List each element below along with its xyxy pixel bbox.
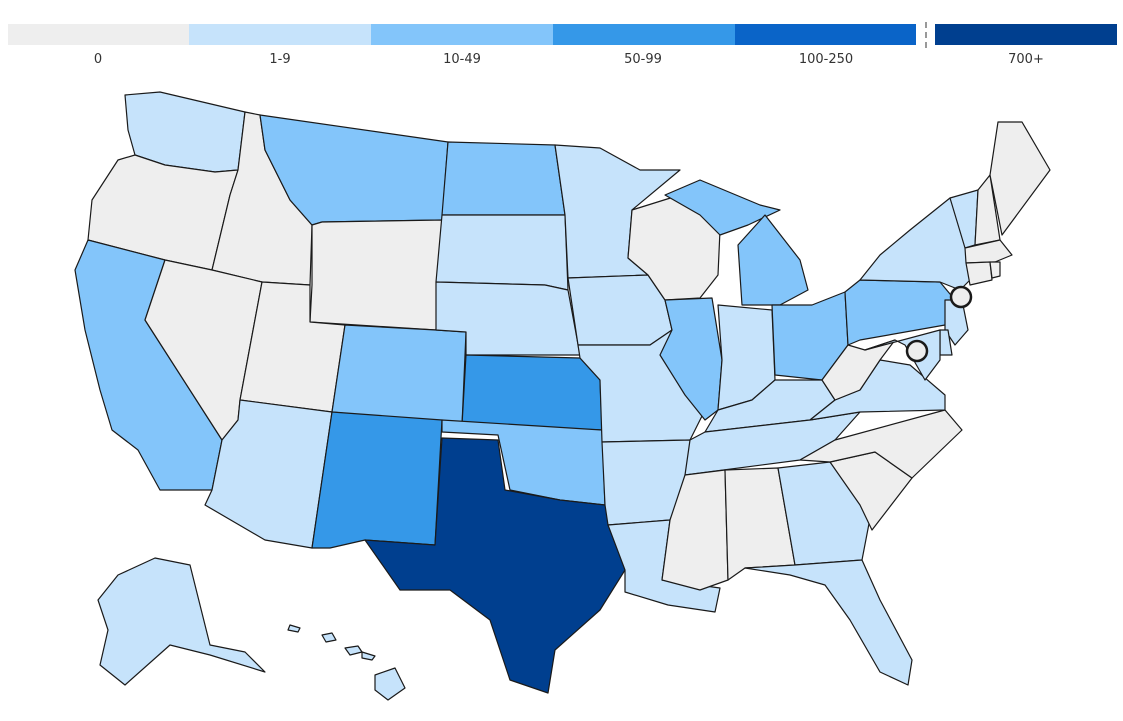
legend-label-0: 0: [93, 52, 103, 67]
legend-label-100-250: 100-250: [798, 52, 854, 67]
state-north-dakota[interactable]: [441, 141, 566, 216]
legend-swatch-50-99: [553, 24, 735, 45]
state-wyoming[interactable]: [309, 219, 443, 331]
state-michigan-lower[interactable]: [737, 214, 809, 306]
state-kansas[interactable]: [461, 354, 603, 431]
state-illinois[interactable]: [659, 297, 723, 421]
legend-label-50-99: 50-99: [624, 52, 662, 67]
legend: 0 1-9 10-49 50-99 100-250 700+: [0, 0, 1123, 80]
state-hawaii[interactable]: [287, 624, 406, 701]
state-connecticut[interactable]: [965, 261, 993, 286]
legend-label-700-plus: 700+: [1008, 52, 1044, 67]
state-north-carolina[interactable]: [799, 409, 963, 479]
state-south-dakota[interactable]: [435, 214, 569, 291]
state-west-virginia[interactable]: [821, 339, 896, 401]
state-texas[interactable]: [364, 437, 626, 694]
state-new-mexico[interactable]: [311, 411, 443, 549]
legend-swatch-700-plus: [935, 24, 1117, 45]
legend-swatch-10-49: [371, 24, 553, 45]
state-rhode-island[interactable]: [989, 261, 1001, 279]
state-maine[interactable]: [989, 121, 1051, 236]
state-alaska[interactable]: [97, 557, 266, 686]
legend-label-10-49: 10-49: [443, 52, 481, 67]
legend-swatch-100-250: [735, 24, 916, 45]
new-york-city-marker[interactable]: [949, 285, 973, 309]
legend-divider: [925, 22, 927, 48]
state-nebraska[interactable]: [435, 281, 581, 356]
legend-label-1-9: 1-9: [269, 52, 291, 67]
legend-swatch-1-9: [189, 24, 371, 45]
legend-swatch-0: [8, 24, 189, 45]
state-massachusetts[interactable]: [964, 239, 1013, 264]
state-florida[interactable]: [744, 559, 913, 686]
us-choropleth-map: [74, 91, 1051, 701]
state-colorado[interactable]: [331, 324, 467, 426]
washington-dc-marker[interactable]: [905, 339, 929, 363]
